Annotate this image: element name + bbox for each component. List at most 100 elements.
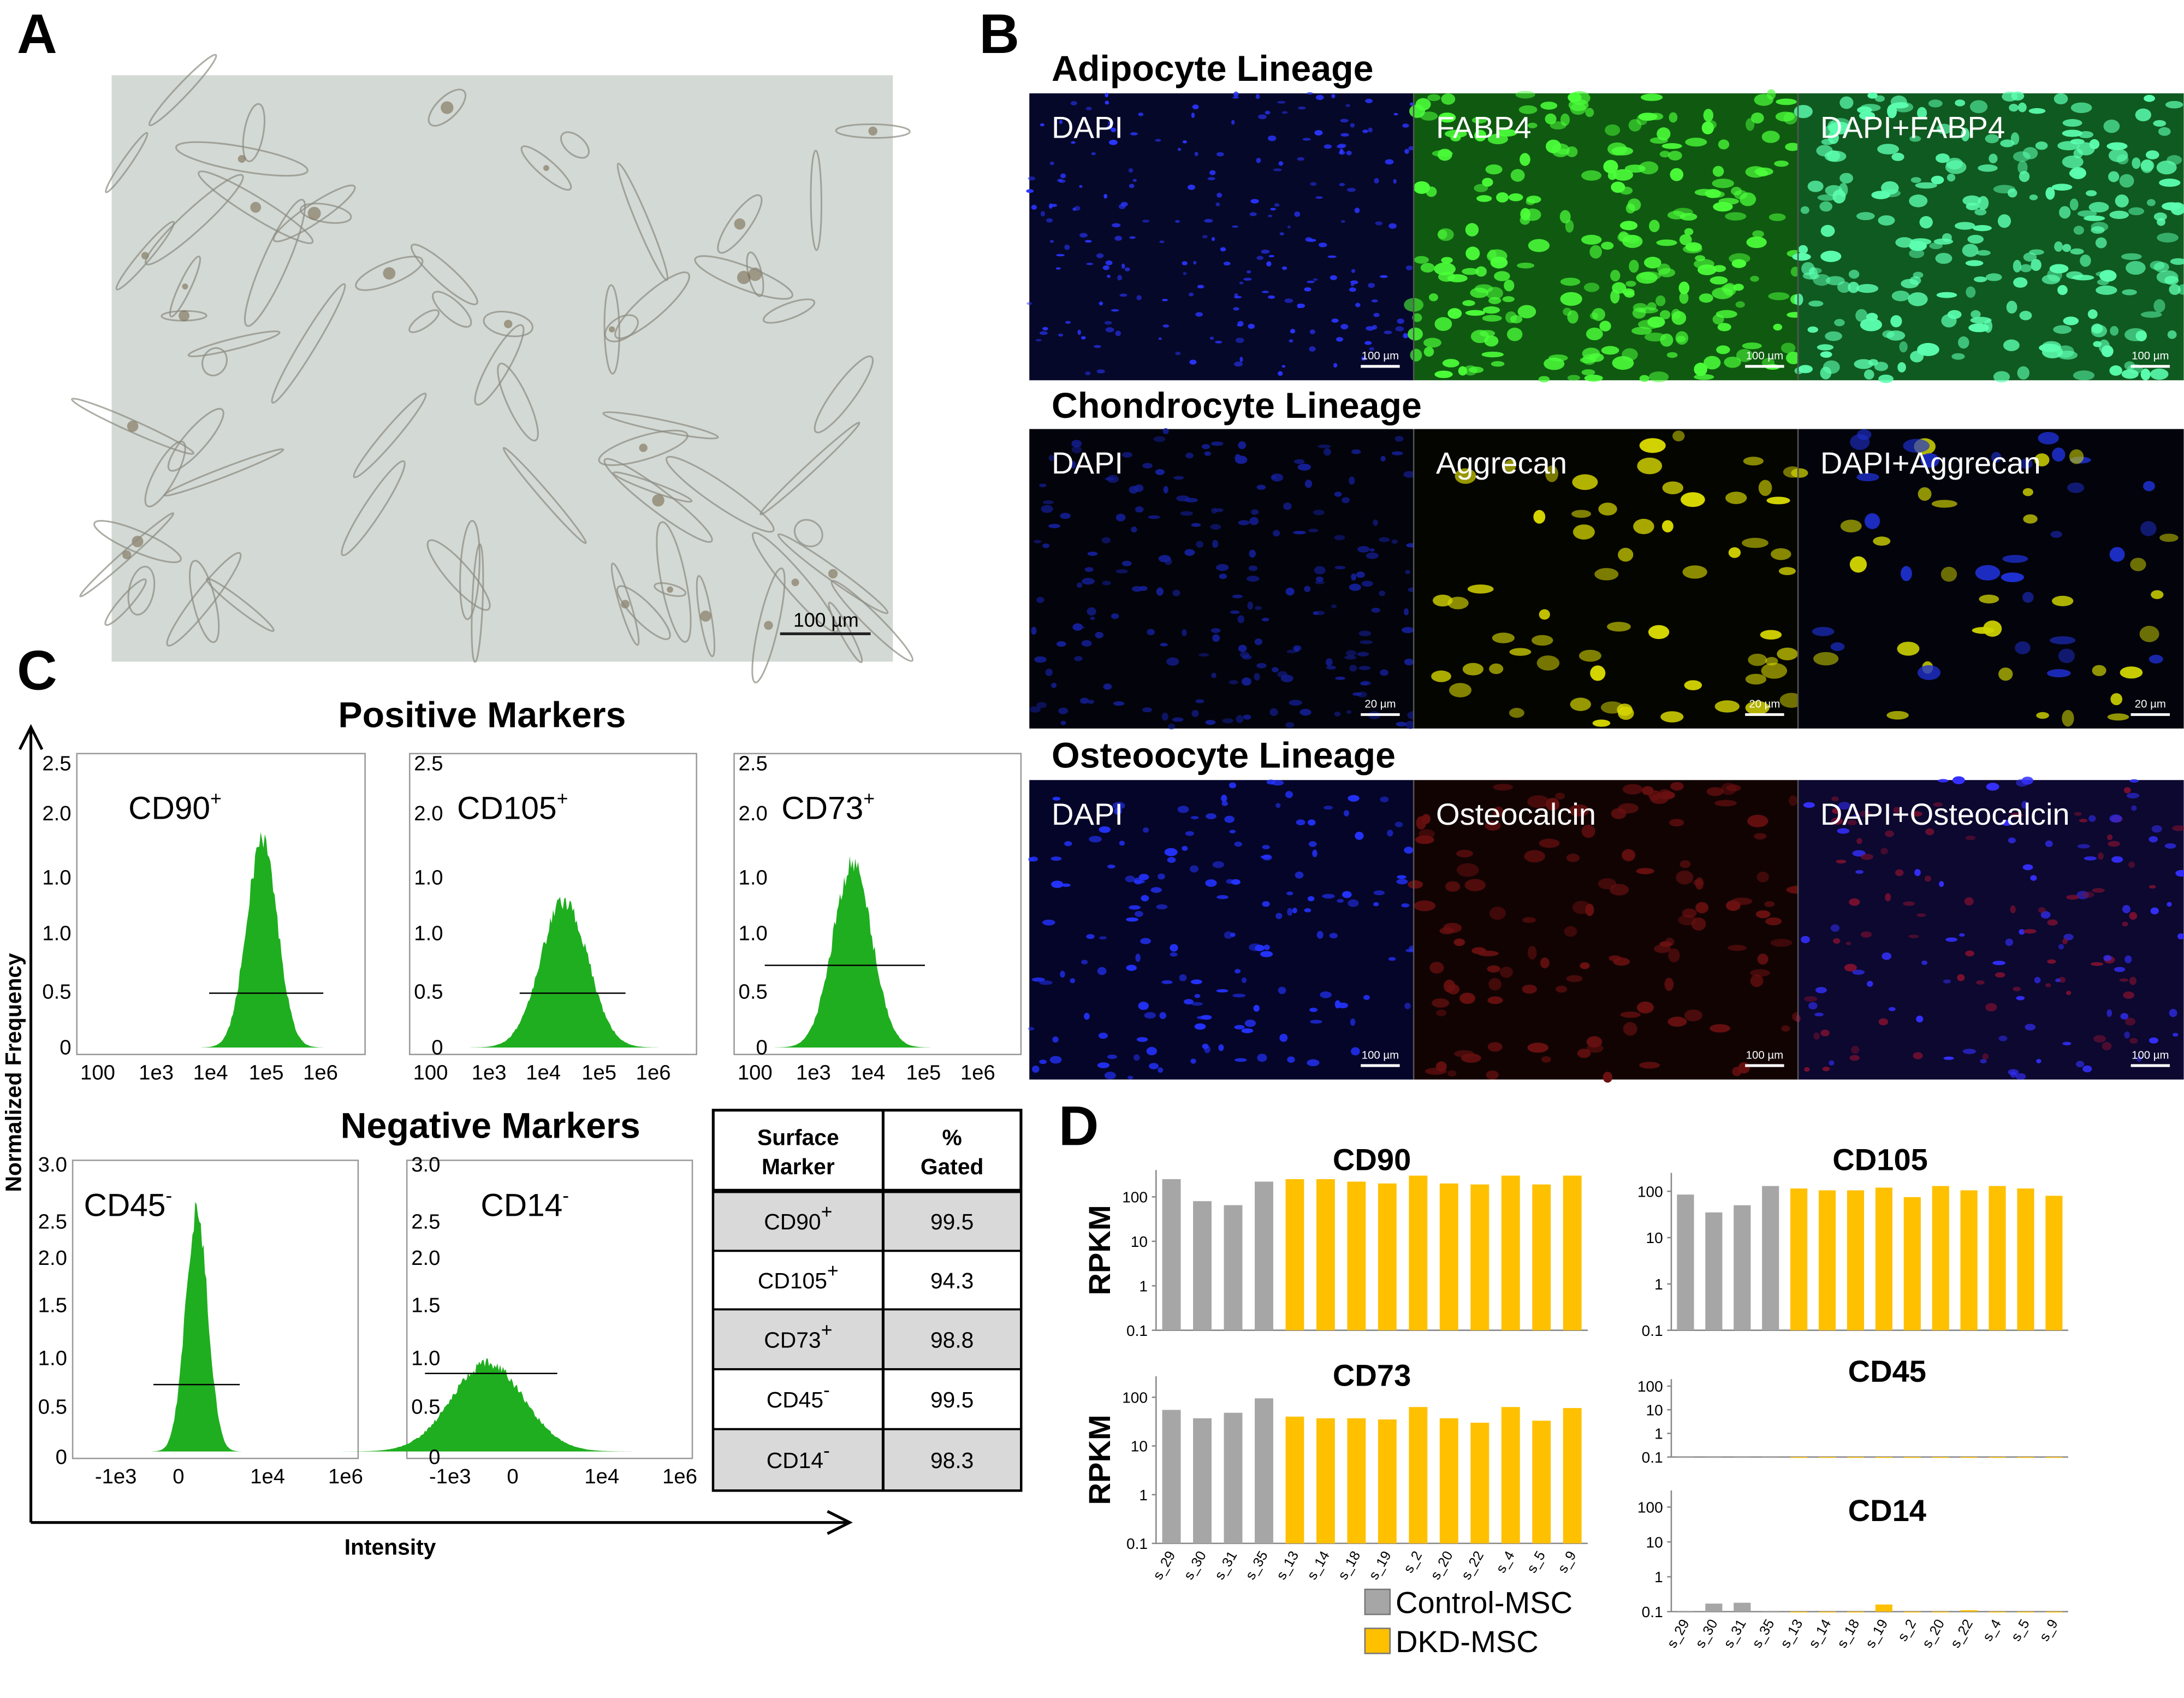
stain	[1560, 113, 1570, 126]
stain	[1500, 966, 1513, 978]
stain	[1408, 146, 1415, 151]
stain	[1278, 371, 1283, 376]
stain	[1664, 978, 1674, 991]
stain	[1048, 524, 1060, 529]
stain	[1150, 887, 1162, 893]
stain	[1315, 581, 1325, 584]
stain	[2001, 820, 2013, 826]
stain	[1058, 333, 1064, 337]
stain	[1218, 1044, 1224, 1051]
stain	[2119, 978, 2129, 982]
stain	[1768, 292, 1790, 300]
stain	[2088, 202, 2109, 213]
cell	[175, 141, 308, 177]
y-tick-label: 1.0	[42, 922, 71, 945]
stain	[1289, 700, 1302, 706]
stain	[1404, 658, 1414, 666]
stain	[1405, 265, 1413, 270]
stain	[1475, 266, 1487, 277]
marker-sign: -	[823, 1379, 830, 1401]
stain	[1193, 261, 1197, 265]
stain	[2108, 171, 2120, 182]
cell	[432, 291, 472, 328]
stain	[1355, 831, 1364, 840]
stain	[1351, 269, 1356, 273]
table-cell: CD45-	[767, 1379, 830, 1412]
stain	[1133, 1054, 1140, 1061]
stain	[1295, 871, 1304, 879]
stain	[1275, 803, 1281, 808]
table-cell: 98.3	[930, 1448, 974, 1473]
stain	[2045, 983, 2051, 987]
stain	[1182, 261, 1188, 265]
stain	[1748, 653, 1767, 666]
image-label: Osteocalcin	[1436, 797, 1596, 831]
stain	[2172, 825, 2184, 831]
stain	[1031, 977, 1045, 982]
stain	[1622, 849, 1636, 861]
stain	[1820, 224, 1835, 237]
stain	[1028, 857, 1034, 862]
stain	[1046, 218, 1053, 223]
cell	[79, 512, 175, 597]
stain	[1598, 502, 1617, 516]
stain	[1189, 292, 1194, 297]
stain	[1312, 849, 1317, 857]
stain	[1297, 303, 1305, 309]
stain	[1194, 994, 1201, 998]
stain	[1998, 667, 2013, 681]
stain	[1877, 144, 1900, 155]
stain	[1486, 1070, 1499, 1080]
stain	[1924, 875, 1932, 882]
stain	[1857, 107, 1872, 114]
stain	[1408, 880, 1423, 889]
stain	[1317, 444, 1331, 448]
bar	[1224, 1205, 1243, 1330]
stain	[1954, 222, 1975, 230]
stain	[1716, 345, 1730, 354]
bar	[1734, 1602, 1751, 1612]
stain	[1462, 662, 1483, 676]
stain	[1241, 1028, 1254, 1033]
stain	[2053, 325, 2072, 334]
cell	[696, 575, 716, 658]
stain	[1946, 157, 1963, 170]
stain	[1603, 1072, 1613, 1083]
stain	[1350, 283, 1355, 287]
stain	[1676, 870, 1694, 885]
stain	[1479, 330, 1495, 337]
stain	[1156, 904, 1168, 910]
stain	[1914, 869, 1921, 877]
y-tick-label: 2.5	[414, 752, 443, 775]
bar	[1316, 1179, 1335, 1330]
stain	[1263, 944, 1270, 950]
stain	[1824, 150, 1847, 162]
stain	[1334, 535, 1345, 541]
cell	[148, 54, 217, 127]
stain	[1893, 807, 1901, 813]
stain	[1304, 480, 1313, 488]
stain	[2121, 369, 2139, 379]
stain	[1423, 338, 1441, 348]
stain	[1757, 954, 1768, 965]
marker-name: CD73	[764, 1328, 821, 1353]
bar	[1989, 1611, 2006, 1613]
stain	[1262, 854, 1272, 861]
stain	[1750, 275, 1759, 282]
stain	[1825, 276, 1845, 286]
stain	[1253, 1004, 1260, 1012]
stain	[1801, 936, 1810, 943]
cell	[144, 174, 244, 265]
stain	[1271, 667, 1279, 673]
stain	[1060, 720, 1066, 725]
stain	[2090, 962, 2104, 966]
stain	[1039, 1060, 1047, 1064]
stain	[1860, 318, 1882, 332]
stain	[1210, 524, 1221, 530]
stain	[1910, 177, 1921, 183]
x-tick-label: 1e3	[796, 1061, 831, 1085]
cell	[355, 256, 424, 291]
stain	[1143, 827, 1149, 833]
stain	[1314, 566, 1326, 575]
stain	[2124, 361, 2135, 370]
